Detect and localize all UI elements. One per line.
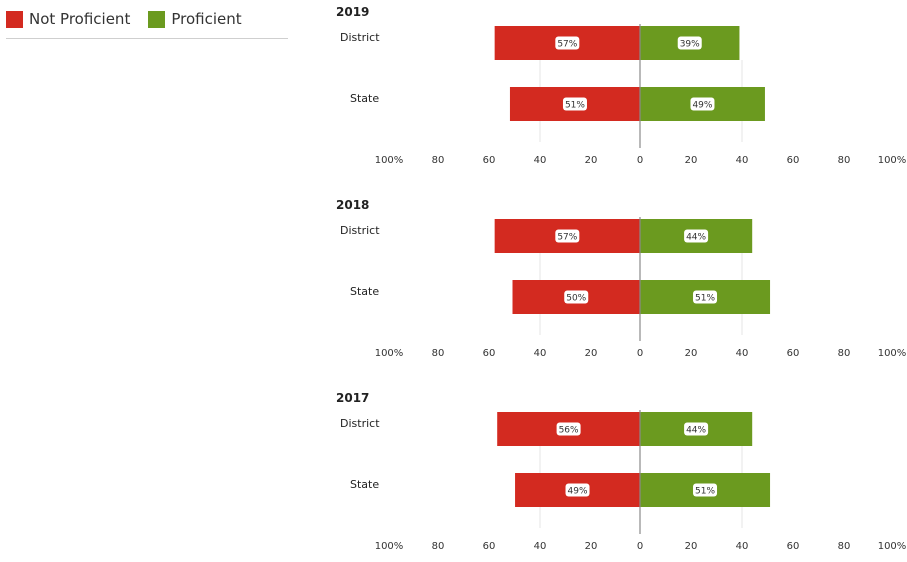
tick-label: 60: [787, 155, 800, 166]
tick-label: 0: [637, 155, 643, 166]
category-label-district: District: [340, 224, 380, 237]
tick-label: 20: [685, 348, 698, 359]
tick-label: 100%: [878, 348, 907, 359]
data-label-bg-proficient: [693, 483, 718, 497]
chart-panel-2017: 2017 District 56% 44% State 49% 51% 100% 80 60 40 2…: [336, 391, 906, 552]
tick-label: 20: [585, 348, 598, 359]
data-label-not-proficient-state: 50%: [566, 294, 586, 304]
legend-swatch-proficient: [148, 10, 166, 28]
data-label-bg-not-proficient: [556, 422, 581, 436]
tick-label: 100%: [375, 155, 404, 166]
data-label-proficient-district: 44%: [686, 233, 706, 243]
category-label-state: State: [350, 92, 379, 105]
tick-label: 60: [787, 348, 800, 359]
chart-title: 2017: [336, 391, 369, 405]
category-label-state: State: [350, 478, 379, 491]
tick-label: 80: [838, 348, 851, 359]
data-label-not-proficient-state: 49%: [568, 487, 588, 497]
tick-label: 80: [432, 348, 445, 359]
data-label-not-proficient-district: 57%: [557, 40, 577, 50]
data-label-proficient-state: 49%: [692, 101, 712, 111]
tick-label: 20: [685, 155, 698, 166]
tick-label: 40: [534, 348, 547, 359]
data-label-bg-proficient: [693, 290, 718, 304]
legend-divider: [6, 38, 288, 39]
data-label-bg-not-proficient: [555, 229, 580, 243]
chart-panel-2018: 2018 District 57% 44% State 50% 51% 100% 80 60 40 2…: [336, 198, 906, 359]
data-label-bg-not-proficient: [564, 290, 589, 304]
data-label-proficient-state: 51%: [695, 487, 715, 497]
chart-title: 2019: [336, 5, 369, 19]
tick-label: 80: [838, 541, 851, 552]
data-label-bg-proficient: [677, 36, 702, 50]
tick-label: 60: [483, 348, 496, 359]
data-label-not-proficient-district: 57%: [557, 233, 577, 243]
tick-label: 20: [685, 541, 698, 552]
tick-label: 80: [838, 155, 851, 166]
legend-swatch-not-proficient: [6, 10, 23, 28]
legend-item-proficient: Proficient: [148, 10, 242, 28]
tick-label: 40: [534, 541, 547, 552]
tick-label: 20: [585, 155, 598, 166]
tick-label: 100%: [878, 155, 907, 166]
tick-label: 60: [787, 541, 800, 552]
data-label-not-proficient-district: 56%: [559, 426, 579, 436]
tick-label: 100%: [375, 541, 404, 552]
category-label-state: State: [350, 285, 379, 298]
tick-label: 40: [736, 155, 749, 166]
legend-label-not-proficient: Not Proficient: [29, 10, 131, 28]
tick-label: 80: [432, 155, 445, 166]
tick-label: 0: [637, 348, 643, 359]
data-label-proficient-state: 51%: [695, 294, 715, 304]
tick-label: 100%: [878, 541, 907, 552]
tick-label: 60: [483, 541, 496, 552]
tick-label: 80: [432, 541, 445, 552]
data-label-bg-not-proficient: [562, 97, 587, 111]
legend-label-proficient: Proficient: [171, 10, 242, 28]
tick-label: 100%: [375, 348, 404, 359]
legend-item-not-proficient: Not Proficient: [6, 10, 130, 28]
data-label-bg-proficient: [684, 229, 709, 243]
data-label-bg-not-proficient: [565, 483, 590, 497]
legend: Not Proficient Proficient: [6, 10, 252, 28]
category-label-district: District: [340, 31, 380, 44]
tick-label: 20: [585, 541, 598, 552]
data-label-not-proficient-state: 51%: [565, 101, 585, 111]
data-label-proficient-district: 39%: [680, 40, 700, 50]
tick-label: 60: [483, 155, 496, 166]
data-label-bg-proficient: [690, 97, 715, 111]
chart-panel-2019: 2019 District 57% 39% State 51% 49% 100% 80 60 40 2…: [336, 5, 906, 166]
category-label-district: District: [340, 417, 380, 430]
tick-label: 40: [534, 155, 547, 166]
tick-label: 40: [736, 541, 749, 552]
data-label-bg-proficient: [684, 422, 709, 436]
tick-label: 0: [637, 541, 643, 552]
data-label-bg-not-proficient: [555, 36, 580, 50]
data-label-proficient-district: 44%: [686, 426, 706, 436]
tick-label: 40: [736, 348, 749, 359]
chart-title: 2018: [336, 198, 369, 212]
